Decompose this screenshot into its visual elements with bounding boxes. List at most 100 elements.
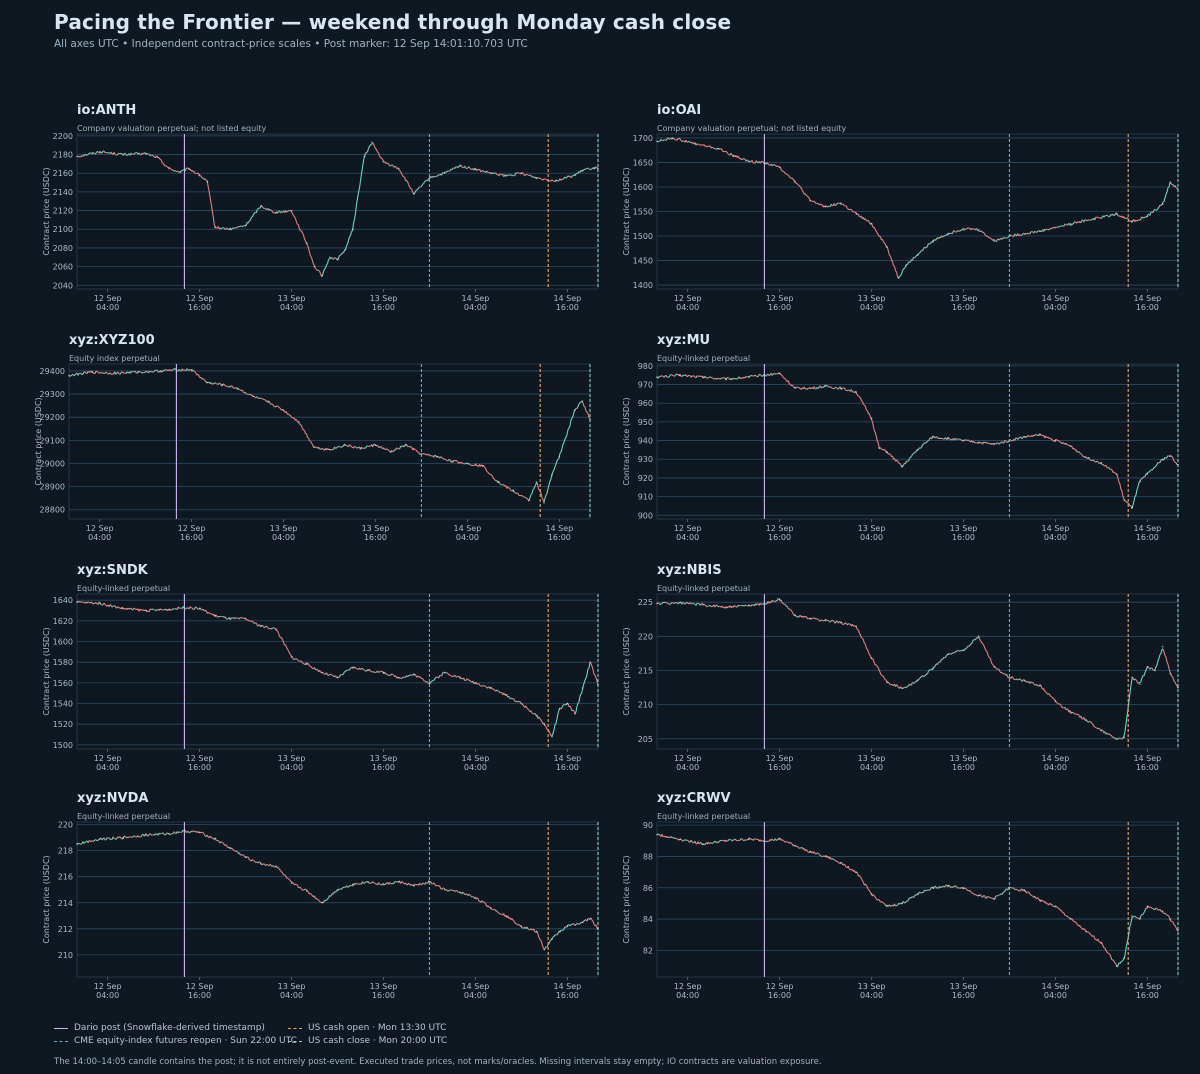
x-tick-label-day: 13 Sep [278, 294, 306, 303]
data-point [259, 204, 262, 207]
legend-swatch-us-close [288, 1040, 302, 1042]
data-point [839, 861, 842, 864]
data-point [267, 401, 270, 404]
data-point [382, 161, 385, 163]
data-point [505, 175, 507, 177]
chart-subtitle: Company valuation perpetual; not listed … [657, 124, 847, 133]
x-tick-label-day: 14 Sep [1133, 982, 1161, 991]
data-point [244, 617, 247, 620]
x-tick-label-time: 04:00 [676, 763, 699, 772]
data-point [1039, 230, 1041, 233]
price-series-down-segments [656, 833, 1179, 968]
x-tick-label-day: 14 Sep [1133, 754, 1161, 763]
x-tick-label-time: 16:00 [952, 763, 975, 772]
data-point [99, 150, 101, 153]
data-point [474, 681, 477, 684]
data-point [160, 370, 162, 372]
y-tick-label: 225 [638, 598, 653, 607]
x-tick-label-time: 04:00 [280, 763, 303, 772]
data-point [778, 372, 781, 375]
data-point [589, 917, 592, 920]
x-tick-label-time: 16:00 [1136, 303, 1159, 312]
data-point [717, 147, 720, 150]
x-tick-label-time: 04:00 [1044, 763, 1067, 772]
data-point [748, 838, 750, 841]
data-point [732, 154, 735, 157]
x-tick-label-time: 16:00 [1136, 763, 1159, 772]
chart-svg: xyz:CRWV Equity-linked perpetual 82 84 86 88 9… [622, 791, 1179, 1000]
data-point [694, 142, 697, 145]
x-tick-label-day: 13 Sep [278, 982, 306, 991]
data-point [901, 465, 904, 468]
chart-title: xyz:CRWV [657, 791, 731, 806]
chart-subtitle: Equity index perpetual [69, 354, 160, 363]
data-point [305, 890, 308, 892]
chart-subtitle: Company valuation perpetual; not listed … [77, 124, 267, 133]
data-point [824, 205, 827, 208]
data-point [1069, 711, 1072, 714]
data-point [1146, 666, 1149, 668]
legend-label-cme: CME equity-index futures reopen · Sun 22… [74, 1036, 297, 1046]
data-point [581, 400, 584, 402]
data-point [794, 180, 796, 182]
data-point [535, 930, 538, 933]
data-point [190, 368, 193, 371]
data-point [179, 171, 182, 174]
data-point [428, 681, 431, 684]
data-point [656, 602, 658, 605]
data-point [1100, 941, 1103, 944]
y-tick-label: 216 [58, 873, 73, 882]
data-point [505, 914, 507, 917]
price-series-up-segments [69, 367, 583, 503]
data-point [1161, 910, 1164, 913]
legend-swatch-dario [54, 1027, 68, 1029]
legend-item-us-open: US cash open · Mon 13:30 UTC [288, 1023, 446, 1033]
x-tick-label-day: 12 Sep [766, 524, 794, 533]
data-point [198, 607, 201, 610]
data-point [374, 444, 377, 446]
data-point [916, 253, 919, 256]
x-tick-label-time: 16:00 [768, 303, 791, 312]
data-point [520, 925, 523, 928]
y-tick-label: 1450 [633, 257, 653, 266]
data-point [512, 490, 515, 493]
x-tick-label-day: 13 Sep [858, 524, 886, 533]
data-point [855, 391, 858, 393]
data-point [535, 176, 538, 179]
x-tick-label-time: 16:00 [952, 533, 975, 542]
y-tick-label: 930 [638, 455, 653, 464]
x-tick-label-day: 12 Sep [674, 754, 702, 763]
plot-frame [656, 821, 1179, 978]
data-point [1123, 736, 1126, 739]
data-point [397, 676, 400, 679]
x-tick-label-day: 13 Sep [858, 294, 886, 303]
data-point [977, 635, 980, 638]
data-point [236, 387, 239, 390]
data-point [206, 381, 208, 384]
data-point [870, 222, 873, 225]
y-axis-label: Contract price (USDC) [42, 855, 51, 943]
data-point [1069, 445, 1072, 448]
data-point [679, 601, 681, 604]
data-point [931, 240, 934, 242]
x-tick-label-day: 12 Sep [86, 524, 114, 533]
data-point [76, 155, 78, 158]
data-point [343, 444, 346, 446]
data-point [809, 199, 812, 202]
y-axis-label: Contract price (USDC) [622, 397, 631, 485]
data-point [824, 385, 827, 388]
y-tick-label: 212 [58, 925, 73, 934]
data-point [214, 614, 216, 617]
data-point [1039, 434, 1041, 436]
data-point [993, 666, 996, 668]
chart-subtitle: Equity-linked perpetual [657, 354, 750, 363]
y-tick-label: 2140 [53, 188, 73, 197]
data-point [1023, 679, 1026, 682]
y-tick-label: 220 [58, 821, 73, 830]
data-point [947, 653, 950, 655]
data-point [809, 850, 812, 853]
data-point [1131, 676, 1133, 679]
x-tick-label-day: 14 Sep [553, 754, 581, 763]
chart-title: xyz:NVDA [77, 791, 148, 806]
data-point [305, 663, 308, 666]
